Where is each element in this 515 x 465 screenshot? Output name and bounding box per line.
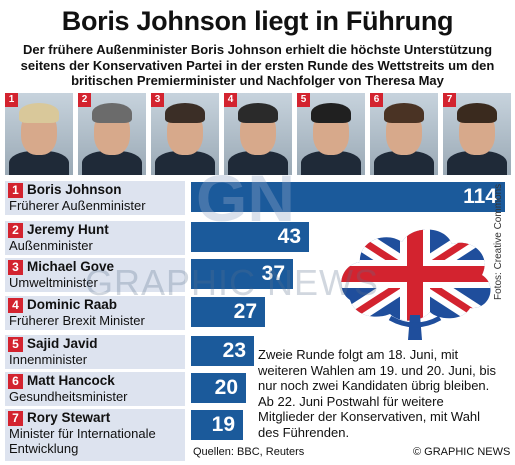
suit-shape — [155, 151, 215, 175]
suit-shape — [9, 151, 69, 175]
rank-badge: 6 — [8, 374, 23, 389]
vote-bar — [191, 182, 505, 212]
rank-badge: 4 — [8, 298, 23, 313]
vote-count: 19 — [211, 413, 235, 436]
candidate-name: Rory Stewart — [27, 410, 111, 425]
suit-shape — [82, 151, 142, 175]
candidate-photo: 4 — [224, 93, 292, 175]
vote-count: 114 — [463, 185, 497, 208]
candidate-photo: 1 — [5, 93, 73, 175]
candidate-name: Boris Johnson — [27, 182, 122, 197]
candidate-role: Früherer Außenminister — [9, 198, 146, 213]
candidate-name: Sajid Javid — [27, 336, 98, 351]
vote-bar — [191, 259, 293, 289]
election-note: Zweie Runde folgt am 18. Juni, mit weite… — [258, 347, 496, 440]
photo-number: 3 — [151, 93, 164, 107]
vote-bar — [191, 336, 254, 366]
candidate-role: Früherer Brexit Minister — [9, 313, 145, 328]
rank-badge: 5 — [8, 337, 23, 352]
candidate-role: Innenminister — [9, 352, 88, 367]
photo-number: 5 — [297, 93, 310, 107]
suit-shape — [301, 151, 361, 175]
candidate-role: Umweltminister — [9, 275, 98, 290]
vote-count: 43 — [277, 225, 301, 248]
photo-number: 4 — [224, 93, 237, 107]
vote-bar — [191, 297, 265, 327]
candidate-label: 2 Jeremy Hunt Außenminister — [5, 221, 185, 255]
hair-shape — [311, 103, 351, 123]
photo-number: 1 — [5, 93, 18, 107]
candidate-label: 7 Rory Stewart Minister für Internationale… — [5, 409, 185, 461]
photo-number: 6 — [370, 93, 383, 107]
hair-shape — [92, 103, 132, 123]
candidate-role: Gesundheitsminister — [9, 389, 128, 404]
candidate-photo: 5 — [297, 93, 365, 175]
candidate-photo: 3 — [151, 93, 219, 175]
hair-shape — [19, 103, 59, 123]
vote-bar — [191, 373, 246, 403]
candidate-photos: 1 2 3 4 5 6 7 — [5, 93, 511, 175]
watermark: GRAPHIC NEWS — [85, 262, 380, 303]
candidate-label: 4 Dominic Raab Früherer Brexit Minister — [5, 296, 185, 330]
candidate-role: Außenminister — [9, 238, 93, 253]
candidate-label: 6 Matt Hancock Gesundheitsminister — [5, 372, 185, 406]
candidate-name: Jeremy Hunt — [27, 222, 109, 237]
photo-number: 2 — [78, 93, 91, 107]
candidate-name: Michael Gove — [27, 259, 115, 274]
hair-shape — [165, 103, 205, 123]
vote-bar — [191, 222, 309, 252]
rank-badge: 2 — [8, 223, 23, 238]
candidate-label: 1 Boris Johnson Früherer Außenminister — [5, 181, 185, 215]
candidate-label: 3 Michael Gove Umweltminister — [5, 258, 185, 292]
candidate-photo: 2 — [78, 93, 146, 175]
candidate-photo: 7 — [443, 93, 511, 175]
candidate-name: Matt Hancock — [27, 373, 115, 388]
candidate-photo: 6 — [370, 93, 438, 175]
hair-shape — [238, 103, 278, 123]
copyright: © GRAPHIC NEWS — [413, 446, 511, 458]
vote-count: 23 — [222, 339, 246, 362]
watermark-gn: GN — [196, 161, 295, 235]
candidate-role: Minister für Internationale Entwicklung — [9, 426, 156, 456]
rank-badge: 1 — [8, 183, 23, 198]
vote-bar — [191, 410, 243, 440]
vote-count: 37 — [261, 262, 285, 285]
rank-badge: 7 — [8, 411, 23, 426]
candidate-name: Dominic Raab — [27, 297, 118, 312]
subtitle: Der frühere Außenminister Boris Johnson … — [20, 42, 495, 88]
candidate-label: 5 Sajid Javid Innenminister — [5, 335, 185, 369]
suit-shape — [228, 151, 288, 175]
photo-credit: Fotos: Creative Commons — [493, 183, 504, 300]
page-title: Boris Johnson liegt in Führung — [61, 6, 454, 36]
vote-count: 27 — [233, 300, 257, 323]
vote-count: 20 — [214, 376, 238, 399]
suit-shape — [374, 151, 434, 175]
photo-number: 7 — [443, 93, 456, 107]
source-credit: Quellen: BBC, Reuters — [193, 446, 305, 458]
rank-badge: 3 — [8, 260, 23, 275]
hair-shape — [384, 103, 424, 123]
conservative-party-logo-icon — [341, 229, 491, 340]
hair-shape — [457, 103, 497, 123]
suit-shape — [447, 151, 507, 175]
